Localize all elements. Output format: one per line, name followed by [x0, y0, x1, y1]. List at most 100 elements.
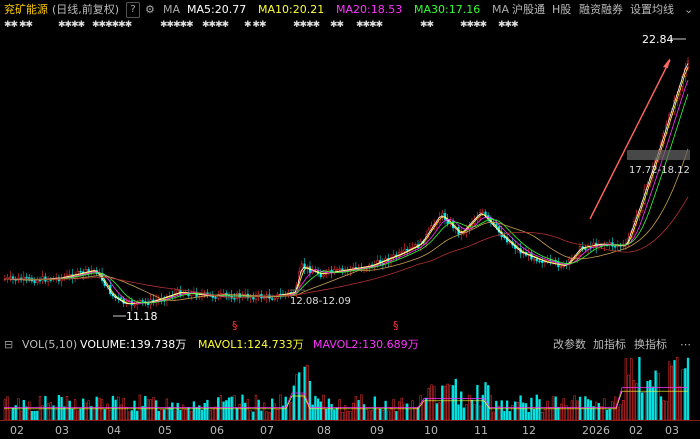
link-h-share[interactable]: H股 [552, 3, 572, 16]
volume-bars [3, 356, 690, 420]
volume-bar [87, 400, 90, 420]
info-item: ✱✱ [420, 20, 434, 30]
volume-bar [233, 395, 236, 420]
candle [214, 297, 217, 299]
volume-bar [365, 409, 368, 420]
volume-bar [325, 408, 328, 420]
volume-bar [640, 392, 644, 420]
volume-bar [497, 405, 501, 420]
volume-bar [157, 410, 160, 420]
toggle-icon[interactable]: ⊟ [4, 338, 14, 351]
trend-arrow [589, 59, 671, 220]
link-margin[interactable]: 融资融券 [579, 3, 623, 16]
volume-bar [576, 400, 579, 420]
add-indicator-button[interactable]: 加指标 [593, 338, 626, 351]
link-hk-connect[interactable]: 沪股通 [512, 3, 545, 16]
candle [481, 211, 484, 214]
x-tick: 08 [317, 424, 331, 437]
volume-bar [289, 402, 293, 420]
volume-bar [686, 357, 690, 420]
volume-bar [36, 410, 39, 420]
candle [119, 297, 123, 300]
volume-bar [28, 401, 31, 420]
volume-bar [203, 402, 206, 420]
ma-label: MA [163, 3, 181, 16]
volume-bar [235, 408, 239, 420]
volume-bar [573, 395, 576, 420]
x-tick: 02 [629, 424, 643, 437]
volume-bar [478, 405, 482, 420]
volume-bar [462, 407, 466, 420]
volume-bar [503, 410, 506, 420]
volume-bar [670, 365, 673, 420]
event-marker[interactable]: § [232, 319, 238, 330]
candlesticks [3, 57, 690, 311]
info-item: ✱✱✱✱✱✱ [92, 20, 132, 30]
volume-bar [565, 405, 568, 420]
info-item: ✱✱✱✱ [202, 20, 229, 30]
volume-bar [643, 392, 646, 420]
volume-bar [559, 403, 563, 420]
candle [408, 247, 412, 250]
volume-bar [608, 408, 611, 420]
volume-bar [676, 357, 679, 420]
volume-bar [403, 403, 406, 420]
volume-bar [192, 401, 196, 420]
volume-bar [73, 399, 77, 420]
volume-bar [384, 400, 387, 420]
volume-bar [527, 411, 530, 420]
candle [238, 293, 241, 298]
volume-bar [681, 369, 684, 420]
mavol2-value: MAVOL2:130.689万 [313, 338, 419, 351]
volume-bar [125, 407, 128, 420]
x-axis: 02 03 04 05 06 07 08 09 10 11 12 2026 02… [0, 420, 700, 439]
switch-indicator-button[interactable]: 换指标 [634, 338, 667, 351]
settings-gear-icon[interactable]: ⚙ [145, 3, 155, 16]
price-chart[interactable]: 22.84 17.72-18.12 12.08-12.09 11.18 § § [0, 34, 700, 330]
volume-bar [570, 400, 574, 420]
ma-line [4, 67, 689, 304]
link-ma-settings[interactable]: 设置均线 [630, 3, 674, 16]
volume-bar [260, 410, 263, 420]
volume-bar [146, 399, 150, 420]
more-icon[interactable]: ⌄ [684, 3, 694, 16]
candle [33, 280, 36, 283]
volume-bar [100, 399, 104, 420]
volume-bar [173, 410, 177, 420]
volume-bar [130, 410, 133, 420]
more-options-icon[interactable]: ⋯ [680, 338, 691, 351]
volume-bar [357, 399, 360, 420]
candle [141, 300, 144, 302]
volume-bar [44, 395, 47, 420]
volume-bar [568, 407, 571, 420]
volume-bar [381, 410, 385, 420]
high-label: 22.84 [642, 34, 674, 46]
volume-bar [376, 408, 379, 420]
help-icon[interactable]: ? [126, 2, 140, 18]
event-marker[interactable]: § [393, 319, 399, 330]
ma10-value: MA10:20.21 [258, 3, 325, 16]
ma-more: MA [492, 3, 510, 16]
volume-chart[interactable] [0, 354, 700, 420]
volume-bar [435, 403, 439, 420]
info-row: ✱✱ ✱✱ ✱✱✱✱ ✱✱✱✱✱✱ ✱✱✱✱✱ ✱✱✱✱ ✱ ✱✱ ✱✱✱✱ ✱… [0, 20, 700, 34]
volume-bar [635, 383, 638, 420]
volume-bar [651, 386, 655, 420]
volume-bar [319, 401, 322, 420]
mavol-line [4, 387, 688, 408]
volume-bar [249, 410, 252, 420]
volume-bar [414, 407, 417, 420]
volume-bar [605, 409, 609, 420]
volume-bar [90, 406, 93, 420]
volume-bar [281, 405, 285, 420]
stock-name[interactable]: 兖矿能源 [4, 3, 48, 16]
volume-bar [532, 408, 536, 420]
edit-params-button[interactable]: 改参数 [553, 338, 586, 351]
volume-bar [481, 394, 484, 420]
volume-bar [308, 380, 312, 420]
volume-bar [19, 410, 23, 420]
volume-bar [3, 399, 7, 420]
volume-bar [55, 408, 58, 420]
volume-bar [557, 407, 560, 420]
volume-bar [370, 410, 374, 420]
